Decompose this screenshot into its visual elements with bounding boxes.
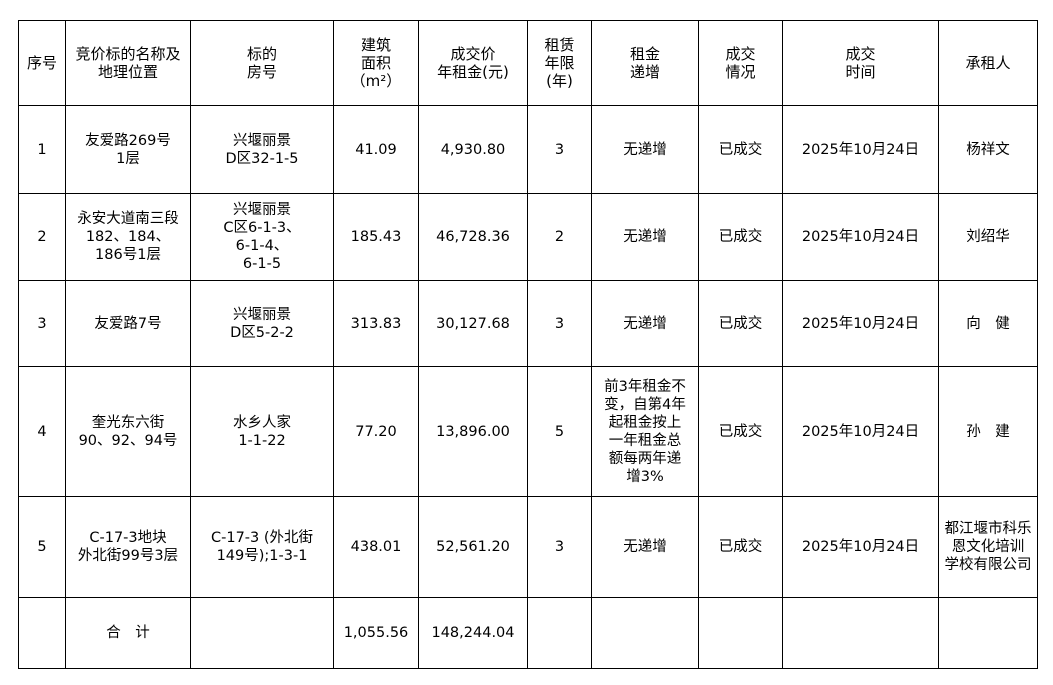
total-area: 1,055.56 (333, 597, 419, 669)
table-cell: 兴堰丽景 C区6-1-3、 6-1-4、 6-1-5 (190, 193, 334, 281)
table-cell: 52,561.20 (418, 496, 528, 598)
table-cell: 向 健 (938, 280, 1038, 367)
table-cell: 2 (18, 193, 66, 281)
table-cell: 无递增 (591, 105, 699, 194)
total-cell-blank (527, 597, 592, 669)
table-cell: 已成交 (698, 496, 783, 598)
table-cell: 孙 建 (938, 366, 1038, 497)
auction-results-table: 序号 竞价标的名称及 地理位置 标的 房号 建筑 面积 （m²） 成交价 年租金(元) 租… (18, 20, 1038, 669)
table-cell: 无递增 (591, 280, 699, 367)
total-rent: 148,244.04 (418, 597, 528, 669)
total-cell-blank (782, 597, 939, 669)
table-cell: 30,127.68 (418, 280, 528, 367)
table-cell: 2025年10月24日 (782, 366, 939, 497)
table-row: 5 C-17-3地块 外北街99号3层 C-17-3 (外北街 149号);1-3-… (18, 496, 1038, 598)
table-cell: 水乡人家 1-1-22 (190, 366, 334, 497)
table-cell: 5 (527, 366, 592, 497)
table-cell: 2025年10月24日 (782, 280, 939, 367)
table-cell: 77.20 (333, 366, 419, 497)
table-cell: 3 (527, 280, 592, 367)
total-cell-blank (18, 597, 66, 669)
table-cell: 13,896.00 (418, 366, 528, 497)
table-cell: 已成交 (698, 105, 783, 194)
table-cell: 无递增 (591, 193, 699, 281)
total-row: 合 计 1,055.56 148,244.04 (18, 597, 1038, 669)
table-cell: 313.83 (333, 280, 419, 367)
table-cell: 2 (527, 193, 592, 281)
table-cell: 2025年10月24日 (782, 105, 939, 194)
total-cell-blank (938, 597, 1038, 669)
table-cell: 杨祥文 (938, 105, 1038, 194)
table-row: 2 永安大道南三段 182、184、 186号1层 兴堰丽景 C区6-1-3、 6-… (18, 193, 1038, 281)
table-row: 4 奎光东六街 90、92、94号 水乡人家 1-1-22 77.20 13,896.0… (18, 366, 1038, 497)
table-cell: C-17-3 (外北街 149号);1-3-1 (190, 496, 334, 598)
table-cell: 3 (527, 105, 592, 194)
table-cell: 已成交 (698, 366, 783, 497)
table-cell: 3 (18, 280, 66, 367)
table-cell: C-17-3地块 外北街99号3层 (65, 496, 191, 598)
column-header: 租金 递增 (591, 20, 699, 106)
column-header: 竞价标的名称及 地理位置 (65, 20, 191, 106)
total-cell-blank (190, 597, 334, 669)
table-cell: 奎光东六街 90、92、94号 (65, 366, 191, 497)
table-cell: 前3年租金不 变，自第4年 起租金按上 一年租金总 额每两年递 增3% (591, 366, 699, 497)
table-cell: 438.01 (333, 496, 419, 598)
table-cell: 兴堰丽景 D区32-1-5 (190, 105, 334, 194)
column-header: 成交 时间 (782, 20, 939, 106)
column-header: 租赁 年限 (年) (527, 20, 592, 106)
table-cell: 4,930.80 (418, 105, 528, 194)
table-cell: 41.09 (333, 105, 419, 194)
table-cell: 已成交 (698, 280, 783, 367)
table-cell: 1 (18, 105, 66, 194)
total-cell-blank (591, 597, 699, 669)
table-cell: 兴堰丽景 D区5-2-2 (190, 280, 334, 367)
table-cell: 友爱路7号 (65, 280, 191, 367)
table-row: 3 友爱路7号 兴堰丽景 D区5-2-2 313.83 30,127.68 3 无递增 已成交… (18, 280, 1038, 367)
column-header: 标的 房号 (190, 20, 334, 106)
table-cell: 永安大道南三段 182、184、 186号1层 (65, 193, 191, 281)
table-row: 1 友爱路269号 1层 兴堰丽景 D区32-1-5 41.09 4,930.80 3 无递… (18, 105, 1038, 194)
table-cell: 友爱路269号 1层 (65, 105, 191, 194)
table-cell: 4 (18, 366, 66, 497)
column-header: 成交 情况 (698, 20, 783, 106)
table-cell: 2025年10月24日 (782, 496, 939, 598)
total-label: 合 计 (65, 597, 191, 669)
table-cell: 185.43 (333, 193, 419, 281)
column-header: 承租人 (938, 20, 1038, 106)
table-cell: 46,728.36 (418, 193, 528, 281)
table-cell: 2025年10月24日 (782, 193, 939, 281)
column-header: 成交价 年租金(元) (418, 20, 528, 106)
column-header: 建筑 面积 （m²） (333, 20, 419, 106)
table-cell: 无递增 (591, 496, 699, 598)
table-cell: 3 (527, 496, 592, 598)
header-row: 序号 竞价标的名称及 地理位置 标的 房号 建筑 面积 （m²） 成交价 年租金(元) 租… (18, 20, 1038, 106)
table-cell: 刘绍华 (938, 193, 1038, 281)
table-cell: 已成交 (698, 193, 783, 281)
table-cell: 5 (18, 496, 66, 598)
table-cell: 都江堰市科乐 恩文化培训 学校有限公司 (938, 496, 1038, 598)
column-header: 序号 (18, 20, 66, 106)
total-cell-blank (698, 597, 783, 669)
